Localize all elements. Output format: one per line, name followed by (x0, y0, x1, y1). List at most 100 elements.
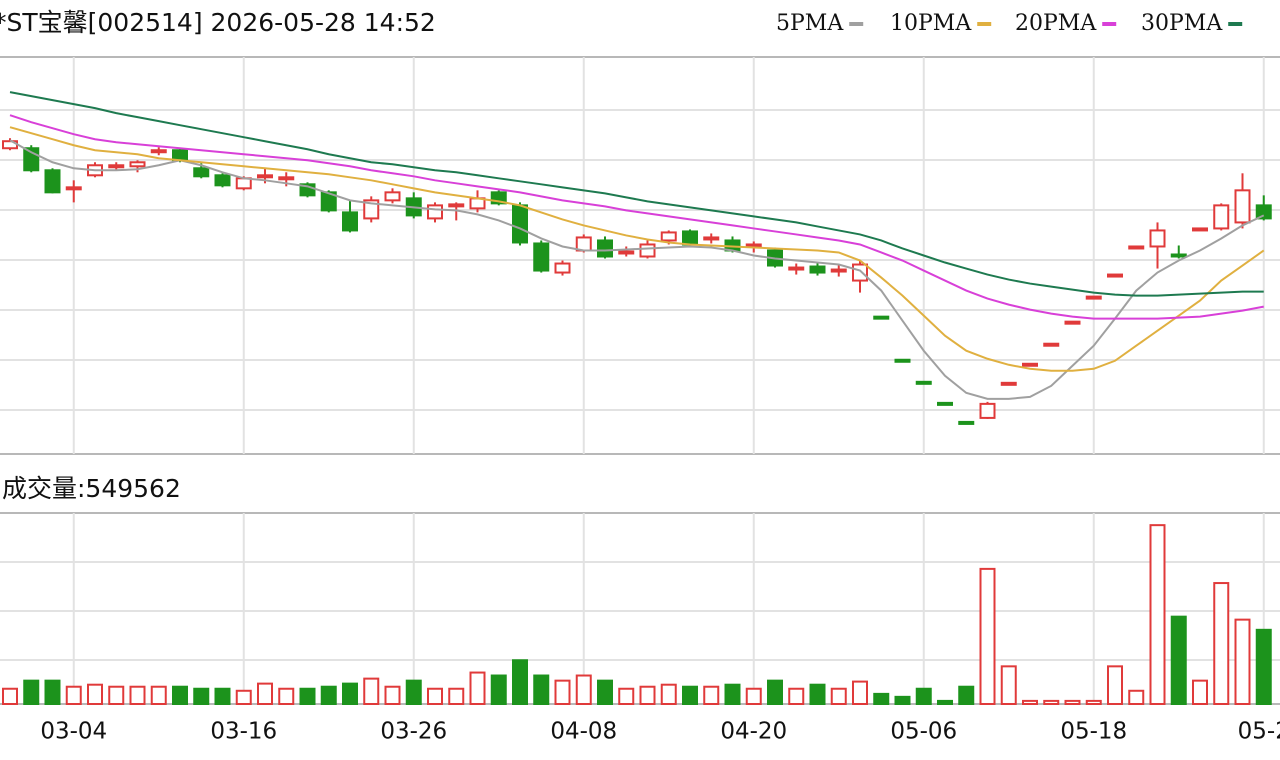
candle-body (427, 204, 443, 220)
candle-body (852, 263, 868, 282)
candle-body (512, 204, 528, 244)
legend-label: 20PMA (1015, 11, 1097, 36)
x-tick-label: 03-26 (380, 719, 447, 745)
volume-bar (129, 685, 146, 706)
candle-body (65, 186, 82, 191)
candle-body (554, 262, 571, 274)
volume-bar (767, 679, 783, 706)
volume-bar (809, 683, 826, 705)
candle-body (257, 174, 273, 179)
candle-body (830, 268, 847, 273)
volume-bar (235, 689, 252, 705)
volume-bar (490, 674, 507, 706)
candle-body (1022, 362, 1038, 367)
candle-body (745, 243, 762, 248)
candle-body (1064, 320, 1081, 325)
volume-bar (108, 685, 125, 706)
volume-bar (830, 687, 847, 706)
volume-bar (618, 687, 635, 706)
volume-bar (852, 680, 868, 706)
candle-body (1107, 273, 1123, 278)
legend-label: 10PMA (890, 11, 972, 36)
candle-body (1128, 245, 1145, 250)
volume-bar (405, 679, 422, 706)
volume-bar (894, 695, 911, 706)
candle-body (873, 315, 890, 320)
volume-bar (575, 674, 592, 706)
volume-bar (915, 687, 932, 706)
volume-bar (172, 685, 188, 706)
volume-bar (1043, 699, 1060, 705)
volume-bar (958, 685, 975, 706)
volume-bar (512, 659, 528, 706)
candle-body (979, 402, 996, 419)
chart-title: *ST宝馨[002514] 2026-05-28 14:52 (0, 8, 436, 37)
candle-body (1170, 253, 1187, 258)
candle-body (639, 243, 656, 258)
volume-bar (448, 687, 465, 706)
volume-bar (703, 685, 720, 706)
candle-body (809, 265, 826, 274)
candle-body (235, 177, 252, 190)
volume-bar (257, 682, 273, 706)
candle-body (490, 191, 507, 205)
volume-bar (1255, 628, 1272, 706)
candle-body (1149, 229, 1166, 248)
x-tick-label: 05-06 (890, 719, 957, 745)
x-tick-label: 03-04 (40, 719, 107, 745)
volume-bar (554, 679, 571, 706)
candle-body (1085, 295, 1102, 300)
volume-bar (1107, 665, 1123, 705)
volume-bar (597, 679, 613, 706)
candle-body (1192, 227, 1208, 232)
volume-bar (320, 685, 337, 706)
volume-bar (150, 685, 167, 706)
volume-bar (363, 677, 380, 705)
volume-bar (745, 687, 762, 706)
volume-bar (87, 683, 103, 705)
candle-body (1213, 204, 1230, 230)
volume-bar (937, 699, 953, 705)
candle-body (575, 236, 592, 252)
candle-body (278, 176, 295, 181)
volume-bar (873, 692, 890, 706)
x-tick-label: 04-20 (720, 719, 787, 745)
candle-body (1234, 189, 1251, 224)
candle-body (958, 420, 975, 425)
ma-line (9, 114, 1264, 320)
legend-label: 30PMA (1141, 11, 1223, 36)
volume-bar (639, 685, 656, 706)
volume-bar (44, 679, 61, 706)
candle-body (44, 169, 61, 194)
volume-bar (1128, 689, 1145, 705)
candle-body (129, 161, 146, 168)
candle-body (682, 230, 698, 246)
candle-body (703, 236, 720, 241)
candle-body (788, 266, 805, 271)
candle-body (937, 401, 953, 406)
candle-body (342, 211, 358, 232)
volume-title: 成交量:549562 (2, 474, 181, 503)
volume-bar (427, 687, 443, 706)
volume-bar (660, 683, 677, 705)
candle-body (363, 199, 380, 220)
candle-body (618, 250, 635, 255)
x-tick-label: 05-18 (1060, 719, 1127, 745)
volume-bar (1022, 699, 1038, 705)
volume-bar (384, 685, 401, 706)
candle-body (214, 174, 231, 187)
candle-body (108, 164, 125, 169)
volume-bar (1213, 582, 1230, 706)
candle-body (597, 239, 613, 258)
volume-bar (682, 685, 698, 706)
candle-body (384, 191, 401, 202)
legend-label: 5PMA (776, 11, 844, 36)
volume-bar (1000, 665, 1017, 705)
ma-line (9, 139, 1265, 400)
x-tick-label: 03-16 (210, 719, 277, 745)
x-tick-label: 04-08 (550, 719, 617, 745)
volume-bar (342, 682, 358, 706)
volume-bar (278, 687, 295, 706)
volume-bar (788, 687, 805, 706)
